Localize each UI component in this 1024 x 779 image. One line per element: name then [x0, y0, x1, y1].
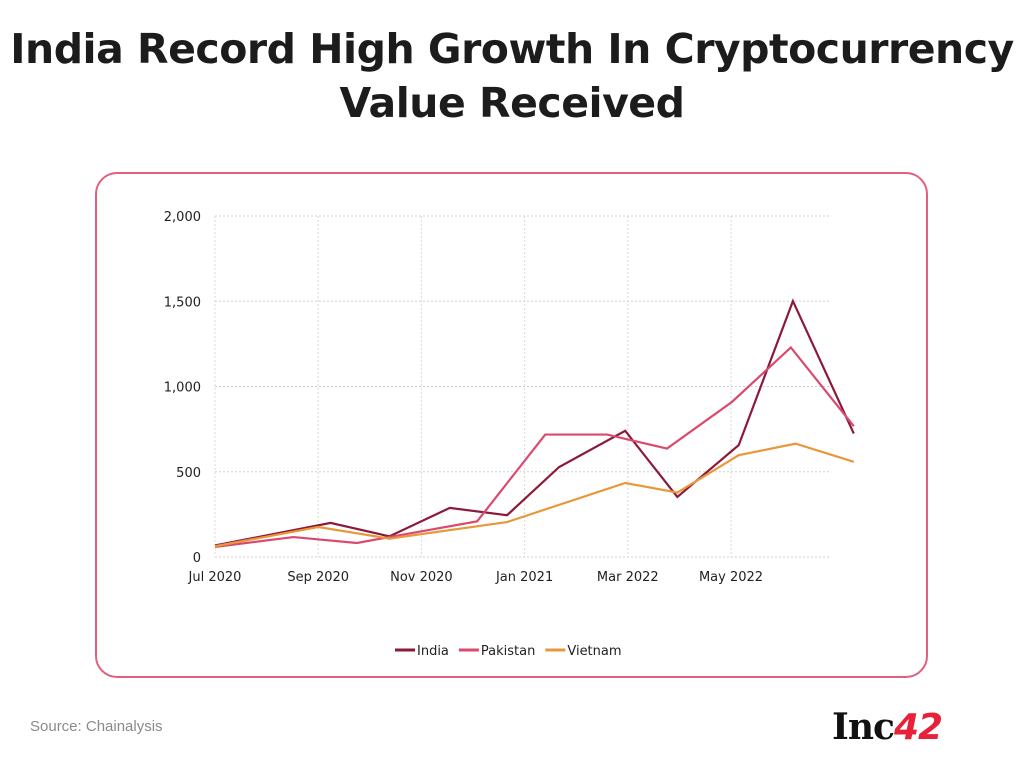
- chart-card: [95, 172, 928, 678]
- y-tick-label: 2,000: [164, 210, 201, 225]
- x-tick-label: Mar 2022: [597, 570, 659, 585]
- series-line-india: [214, 298, 855, 547]
- series-line-pakistan: [214, 345, 855, 549]
- legend-label-vietnam: Vietnam: [567, 644, 621, 659]
- legend-label-pakistan: Pakistan: [481, 644, 535, 659]
- x-tick-label: Jul 2020: [188, 570, 242, 585]
- inc42-logo: Inc42: [832, 706, 943, 748]
- x-tick-label: May 2022: [699, 570, 763, 585]
- y-tick-label: 500: [176, 466, 201, 481]
- chart-title: India Record High Growth In Cryptocurren…: [10, 25, 1014, 127]
- y-tick-label: 0: [193, 551, 201, 566]
- x-tick-label: Jan 2021: [495, 570, 553, 585]
- source-note: Source: Chainalysis: [30, 718, 163, 735]
- series-line-vietnam: [214, 442, 855, 548]
- legend-label-india: India: [417, 644, 449, 659]
- y-tick-label: 1,500: [164, 295, 201, 310]
- x-tick-label: Sep 2020: [287, 570, 349, 585]
- x-tick-label: Nov 2020: [390, 570, 453, 585]
- y-tick-label: 1,000: [164, 381, 201, 396]
